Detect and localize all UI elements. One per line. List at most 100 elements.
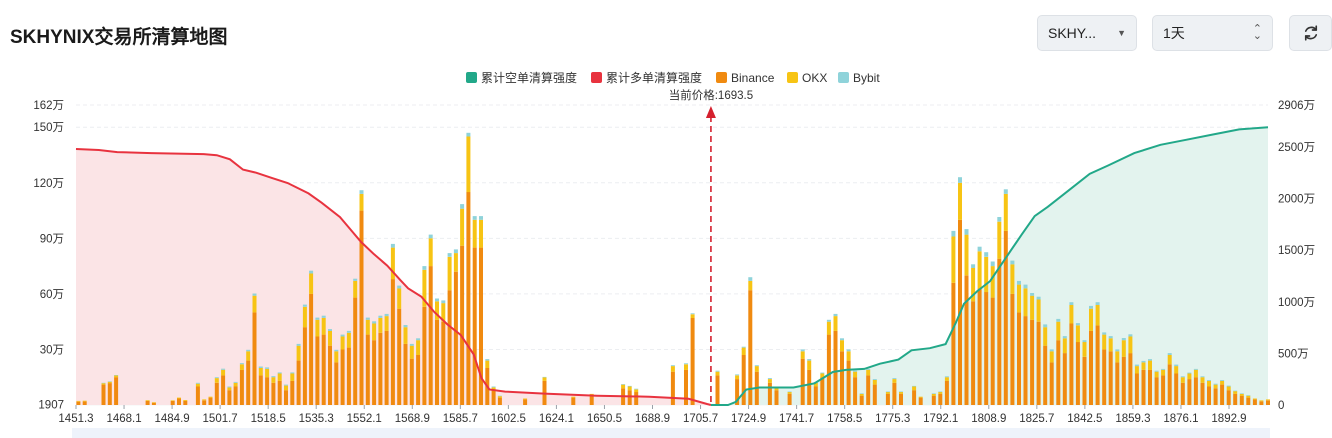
bar-binance <box>215 383 219 405</box>
bar-bybit <box>347 331 351 333</box>
bar-okx <box>912 387 916 391</box>
bar-bybit <box>1148 359 1152 361</box>
bar-okx <box>353 281 357 298</box>
bar-binance <box>1128 353 1132 405</box>
right-axis-tick: 500万 <box>1278 348 1309 360</box>
bar-bybit <box>341 335 345 337</box>
bar-binance <box>807 370 811 405</box>
bar-okx <box>322 318 326 335</box>
bar-okx <box>397 288 401 308</box>
bar-bybit <box>1037 297 1041 300</box>
bar-bybit <box>671 365 675 366</box>
bar-binance <box>1266 400 1270 405</box>
bar-okx <box>735 375 739 379</box>
bar-binance <box>1109 351 1113 405</box>
bar-okx <box>684 364 688 370</box>
bar-okx <box>1246 396 1250 398</box>
bar-okx <box>892 379 896 383</box>
updown-chevron-icon: ⌃ ⌄ <box>1253 26 1262 40</box>
bar-binance <box>866 375 870 405</box>
bar-bybit <box>315 318 319 320</box>
bar-binance <box>385 331 389 405</box>
bar-binance <box>429 266 433 405</box>
short-cumulative-line <box>711 127 1268 405</box>
bar-okx <box>209 397 213 398</box>
bar-bybit <box>1168 353 1172 355</box>
period-select[interactable]: 1天 ⌃ ⌄ <box>1152 15 1273 51</box>
bar-binance <box>912 390 916 405</box>
left-axis-tick: 1907 <box>38 400 64 412</box>
x-tick-label: 1842.5 <box>1067 413 1102 425</box>
bar-okx <box>840 340 844 351</box>
axes: 1907 30万 60万 90万 120万 150万 162万 0 500万 1000万 1500万… <box>33 100 1315 438</box>
bar-okx <box>76 401 80 402</box>
bar-binance <box>1246 398 1250 405</box>
bar-okx <box>284 386 288 391</box>
bar-okx <box>1024 288 1028 316</box>
bar-binance <box>1083 357 1087 405</box>
refresh-button[interactable] <box>1289 15 1332 51</box>
bar-okx <box>1259 400 1263 401</box>
legend-label: OKX <box>802 71 827 85</box>
bar-binance <box>1102 349 1106 405</box>
bar-bybit <box>385 314 389 316</box>
bar-binance <box>684 370 688 405</box>
bar-binance <box>886 394 890 405</box>
bar-bybit <box>366 318 370 320</box>
bar-bybit <box>360 190 364 194</box>
bar-binance <box>410 359 414 405</box>
bar-binance <box>102 385 106 405</box>
bar-okx <box>938 392 942 394</box>
bar-binance <box>183 401 187 405</box>
bar-okx <box>1253 399 1257 400</box>
bar-bybit <box>1063 336 1067 338</box>
legend-swatch <box>716 72 727 83</box>
bar-binance <box>571 398 575 405</box>
x-tick-label: 1724.9 <box>731 413 766 425</box>
bar-okx <box>454 253 458 272</box>
bar-binance <box>1201 383 1205 405</box>
x-tick-label: 1758.5 <box>827 413 862 425</box>
bar-okx <box>485 361 489 368</box>
bar-binance <box>1089 331 1093 405</box>
bar-okx <box>328 331 332 346</box>
current-price-marker: 当前价格:1693.5 <box>669 88 753 405</box>
bar-okx <box>899 392 903 394</box>
legend-label: 累计多单清算强度 <box>606 70 702 85</box>
bar-bybit <box>460 204 464 209</box>
bar-binance <box>590 396 594 405</box>
bar-okx <box>1181 377 1185 383</box>
bar-okx <box>1194 370 1198 377</box>
bar-bybit <box>397 286 401 289</box>
bar-okx <box>171 400 175 401</box>
bar-okx <box>259 368 263 375</box>
bar-bybit <box>775 387 779 388</box>
bar-bybit <box>290 372 294 373</box>
x-tick-label: 1518.5 <box>251 413 286 425</box>
bar-okx <box>215 378 219 383</box>
bar-okx <box>1096 305 1100 325</box>
bar-okx <box>1168 355 1172 364</box>
bar-okx <box>1037 299 1041 321</box>
bar-binance <box>1030 320 1034 405</box>
bar-binance <box>1115 362 1119 405</box>
bar-bybit <box>448 253 452 257</box>
cumulative-lines <box>76 127 1268 405</box>
bar-binance <box>240 370 244 405</box>
bar-binance <box>742 355 746 405</box>
bar-binance <box>951 283 955 405</box>
left-axis-tick: 120万 <box>33 178 64 190</box>
bar-okx <box>378 318 382 333</box>
bar-okx <box>847 351 851 360</box>
bar-binance <box>435 320 439 405</box>
bar-okx <box>435 301 439 320</box>
symbol-select[interactable]: SKHY... ▼ <box>1037 15 1137 51</box>
bar-binance <box>932 396 936 405</box>
bar-binance <box>1037 322 1041 405</box>
x-tick-label: 1808.9 <box>971 413 1006 425</box>
bar-bybit <box>958 177 962 183</box>
bar-okx <box>1030 296 1034 320</box>
bar-binance <box>479 248 483 405</box>
bar-binance <box>1181 383 1185 405</box>
